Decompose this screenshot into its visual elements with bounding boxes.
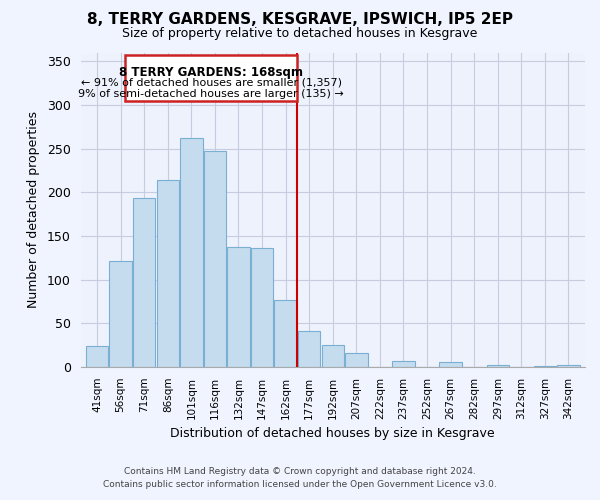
- Text: ← 91% of detached houses are smaller (1,357): ← 91% of detached houses are smaller (1,…: [81, 78, 342, 88]
- Bar: [204, 151, 226, 367]
- Y-axis label: Number of detached properties: Number of detached properties: [27, 111, 40, 308]
- Bar: [227, 247, 250, 367]
- Text: Size of property relative to detached houses in Kesgrave: Size of property relative to detached ho…: [122, 28, 478, 40]
- Bar: [487, 365, 509, 367]
- Bar: [180, 138, 203, 367]
- Bar: [322, 345, 344, 367]
- Bar: [345, 353, 368, 367]
- Bar: [274, 300, 297, 367]
- Bar: [392, 360, 415, 367]
- Bar: [439, 362, 462, 367]
- Bar: [133, 198, 155, 367]
- Bar: [109, 261, 132, 367]
- Text: Contains HM Land Registry data © Crown copyright and database right 2024.
Contai: Contains HM Land Registry data © Crown c…: [103, 467, 497, 489]
- Bar: [157, 180, 179, 367]
- Text: 8, TERRY GARDENS, KESGRAVE, IPSWICH, IP5 2EP: 8, TERRY GARDENS, KESGRAVE, IPSWICH, IP5…: [87, 12, 513, 28]
- Bar: [298, 331, 320, 367]
- Bar: [86, 346, 108, 367]
- Text: 8 TERRY GARDENS: 168sqm: 8 TERRY GARDENS: 168sqm: [119, 66, 304, 78]
- Bar: [534, 366, 556, 367]
- X-axis label: Distribution of detached houses by size in Kesgrave: Distribution of detached houses by size …: [170, 427, 495, 440]
- FancyBboxPatch shape: [125, 55, 298, 100]
- Text: 9% of semi-detached houses are larger (135) →: 9% of semi-detached houses are larger (1…: [79, 89, 344, 99]
- Bar: [251, 248, 273, 367]
- Bar: [557, 365, 580, 367]
